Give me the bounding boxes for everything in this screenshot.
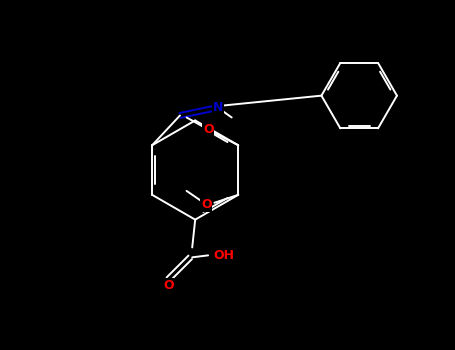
Text: N: N <box>212 101 223 114</box>
Text: O: O <box>163 279 174 292</box>
Text: O: O <box>201 198 212 211</box>
Text: OH: OH <box>213 249 234 262</box>
Text: O: O <box>203 123 214 136</box>
